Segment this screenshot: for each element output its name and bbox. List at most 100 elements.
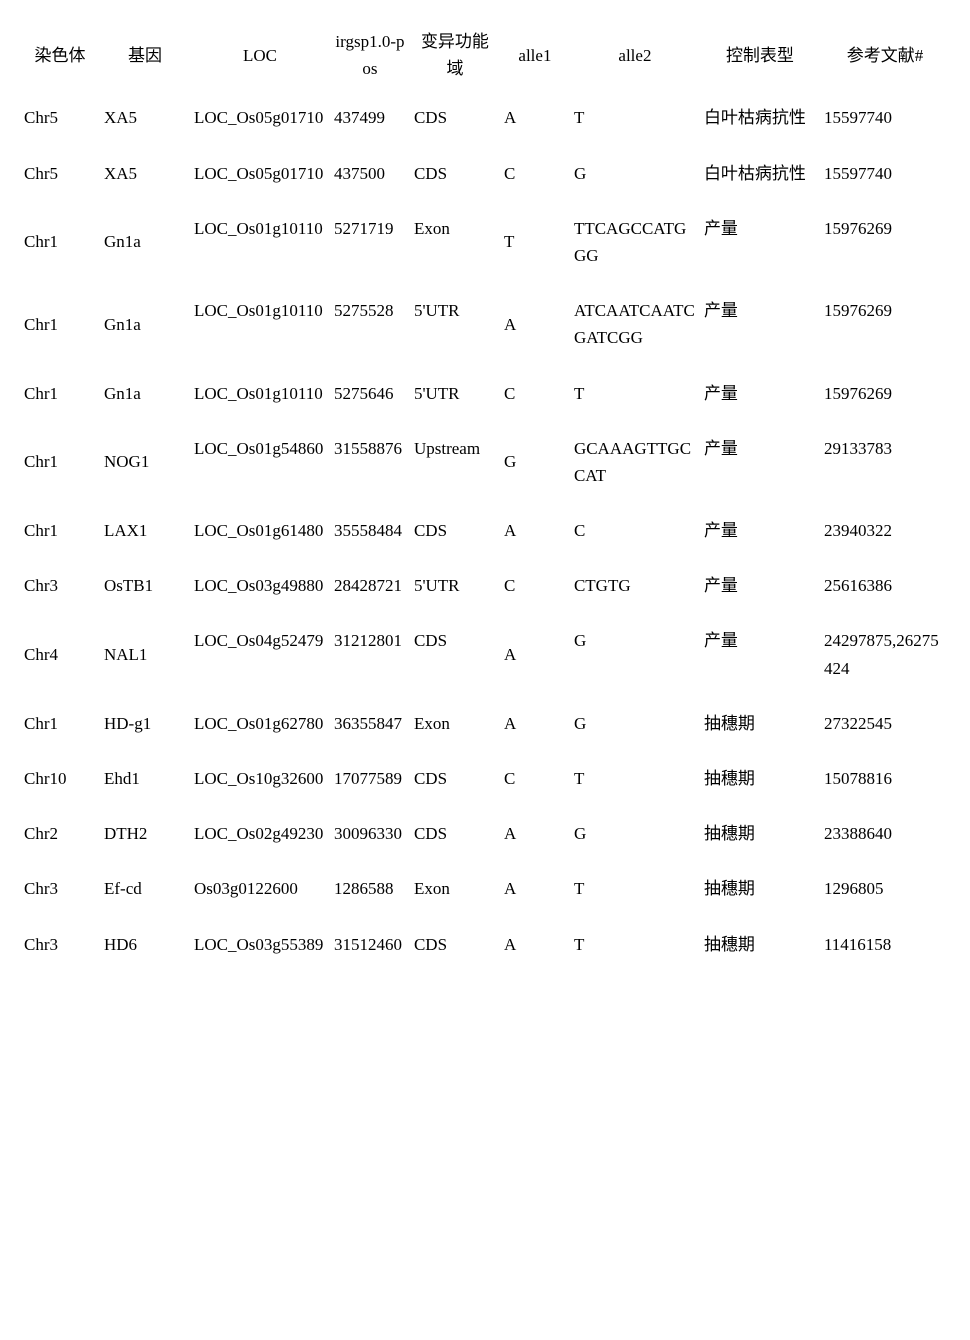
table-cell: Chr1 bbox=[20, 283, 100, 365]
table-cell: CDS bbox=[410, 146, 500, 201]
table-cell: 31512460 bbox=[330, 917, 410, 972]
col-header-alle1: alle1 bbox=[500, 20, 570, 90]
table-cell: 5275528 bbox=[330, 283, 410, 365]
table-cell: 31558876 bbox=[330, 421, 410, 503]
table-cell: Chr3 bbox=[20, 861, 100, 916]
table-cell: LOC_Os01g54860 bbox=[190, 421, 330, 503]
table-cell: 抽穗期 bbox=[700, 806, 820, 861]
table-cell: LOC_Os05g01710 bbox=[190, 90, 330, 145]
table-cell: Exon bbox=[410, 696, 500, 751]
table-cell: LAX1 bbox=[100, 503, 190, 558]
table-cell: Chr1 bbox=[20, 696, 100, 751]
table-cell: LOC_Os03g55389 bbox=[190, 917, 330, 972]
table-cell: A bbox=[500, 917, 570, 972]
table-cell: Chr3 bbox=[20, 558, 100, 613]
table-cell: 15597740 bbox=[820, 90, 950, 145]
table-cell: 5'UTR bbox=[410, 366, 500, 421]
table-cell: Chr5 bbox=[20, 90, 100, 145]
col-header-phenotype: 控制表型 bbox=[700, 20, 820, 90]
table-cell: A bbox=[500, 503, 570, 558]
table-cell: 31212801 bbox=[330, 613, 410, 695]
table-cell: 产量 bbox=[700, 503, 820, 558]
table-cell: G bbox=[570, 696, 700, 751]
table-cell: 抽穗期 bbox=[700, 861, 820, 916]
table-cell: 15976269 bbox=[820, 366, 950, 421]
table-cell: 36355847 bbox=[330, 696, 410, 751]
table-cell: 29133783 bbox=[820, 421, 950, 503]
table-cell: 24297875,26275424 bbox=[820, 613, 950, 695]
table-header-row: 染色体 基因 LOC irgsp1.0-pos 变异功能域 alle1 alle… bbox=[20, 20, 950, 90]
table-cell: C bbox=[500, 146, 570, 201]
col-header-alle2: alle2 bbox=[570, 20, 700, 90]
table-cell: 30096330 bbox=[330, 806, 410, 861]
table-cell: LOC_Os01g10110 bbox=[190, 366, 330, 421]
table-cell: Chr4 bbox=[20, 613, 100, 695]
table-cell: 1286588 bbox=[330, 861, 410, 916]
table-cell: Gn1a bbox=[100, 283, 190, 365]
table-header: 染色体 基因 LOC irgsp1.0-pos 变异功能域 alle1 alle… bbox=[20, 20, 950, 90]
table-row: Chr1Gn1aLOC_Os01g1011052755285'UTRAATCAA… bbox=[20, 283, 950, 365]
table-cell: CDS bbox=[410, 503, 500, 558]
table-cell: Chr1 bbox=[20, 366, 100, 421]
table-row: Chr2DTH2LOC_Os02g4923030096330CDSAG抽穗期23… bbox=[20, 806, 950, 861]
col-header-chromosome: 染色体 bbox=[20, 20, 100, 90]
table-cell: GCAAAGTTGCCAT bbox=[570, 421, 700, 503]
table-cell: DTH2 bbox=[100, 806, 190, 861]
table-cell: XA5 bbox=[100, 146, 190, 201]
table-row: Chr5XA5LOC_Os05g01710437500CDSCG白叶枯病抗性15… bbox=[20, 146, 950, 201]
table-cell: Upstream bbox=[410, 421, 500, 503]
table-cell: CDS bbox=[410, 613, 500, 695]
table-cell: 5275646 bbox=[330, 366, 410, 421]
table-cell: 产量 bbox=[700, 366, 820, 421]
table-cell: Gn1a bbox=[100, 366, 190, 421]
table-cell: ATCAATCAATCGATCGG bbox=[570, 283, 700, 365]
col-header-reference: 参考文献# bbox=[820, 20, 950, 90]
table-cell: Chr1 bbox=[20, 421, 100, 503]
table-cell: Chr2 bbox=[20, 806, 100, 861]
table-row: Chr3OsTB1LOC_Os03g49880284287215'UTRCCTG… bbox=[20, 558, 950, 613]
table-cell: XA5 bbox=[100, 90, 190, 145]
table-cell: A bbox=[500, 696, 570, 751]
table-cell: T bbox=[500, 201, 570, 283]
table-cell: Ehd1 bbox=[100, 751, 190, 806]
table-cell: Exon bbox=[410, 201, 500, 283]
table-cell: 白叶枯病抗性 bbox=[700, 146, 820, 201]
table-cell: OsTB1 bbox=[100, 558, 190, 613]
table-cell: Gn1a bbox=[100, 201, 190, 283]
table-cell: 17077589 bbox=[330, 751, 410, 806]
table-cell: 5271719 bbox=[330, 201, 410, 283]
table-row: Chr3Ef-cdOs03g01226001286588ExonAT抽穗期129… bbox=[20, 861, 950, 916]
table-cell: A bbox=[500, 90, 570, 145]
table-row: Chr1NOG1LOC_Os01g5486031558876UpstreamGG… bbox=[20, 421, 950, 503]
table-cell: C bbox=[500, 751, 570, 806]
table-row: Chr4NAL1LOC_Os04g5247931212801CDSAG产量242… bbox=[20, 613, 950, 695]
table-cell: 15976269 bbox=[820, 283, 950, 365]
table-cell: 产量 bbox=[700, 613, 820, 695]
table-cell: 35558484 bbox=[330, 503, 410, 558]
table-cell: 抽穗期 bbox=[700, 751, 820, 806]
table-cell: NOG1 bbox=[100, 421, 190, 503]
table-cell: LOC_Os02g49230 bbox=[190, 806, 330, 861]
table-cell: 15597740 bbox=[820, 146, 950, 201]
table-cell: LOC_Os01g10110 bbox=[190, 201, 330, 283]
table-cell: C bbox=[500, 366, 570, 421]
col-header-pos: irgsp1.0-pos bbox=[330, 20, 410, 90]
table-cell: 抽穗期 bbox=[700, 696, 820, 751]
table-cell: LOC_Os03g49880 bbox=[190, 558, 330, 613]
col-header-gene: 基因 bbox=[100, 20, 190, 90]
table-cell: T bbox=[570, 861, 700, 916]
table-cell: 15078816 bbox=[820, 751, 950, 806]
table-cell: G bbox=[570, 806, 700, 861]
table-cell: 5'UTR bbox=[410, 558, 500, 613]
table-cell: HD-g1 bbox=[100, 696, 190, 751]
table-cell: LOC_Os04g52479 bbox=[190, 613, 330, 695]
table-cell: 11416158 bbox=[820, 917, 950, 972]
table-cell: 产量 bbox=[700, 283, 820, 365]
table-cell: 437499 bbox=[330, 90, 410, 145]
table-cell: T bbox=[570, 917, 700, 972]
table-cell: Os03g0122600 bbox=[190, 861, 330, 916]
table-cell: 白叶枯病抗性 bbox=[700, 90, 820, 145]
table-cell: G bbox=[570, 613, 700, 695]
table-cell: 437500 bbox=[330, 146, 410, 201]
table-cell: LOC_Os01g10110 bbox=[190, 283, 330, 365]
